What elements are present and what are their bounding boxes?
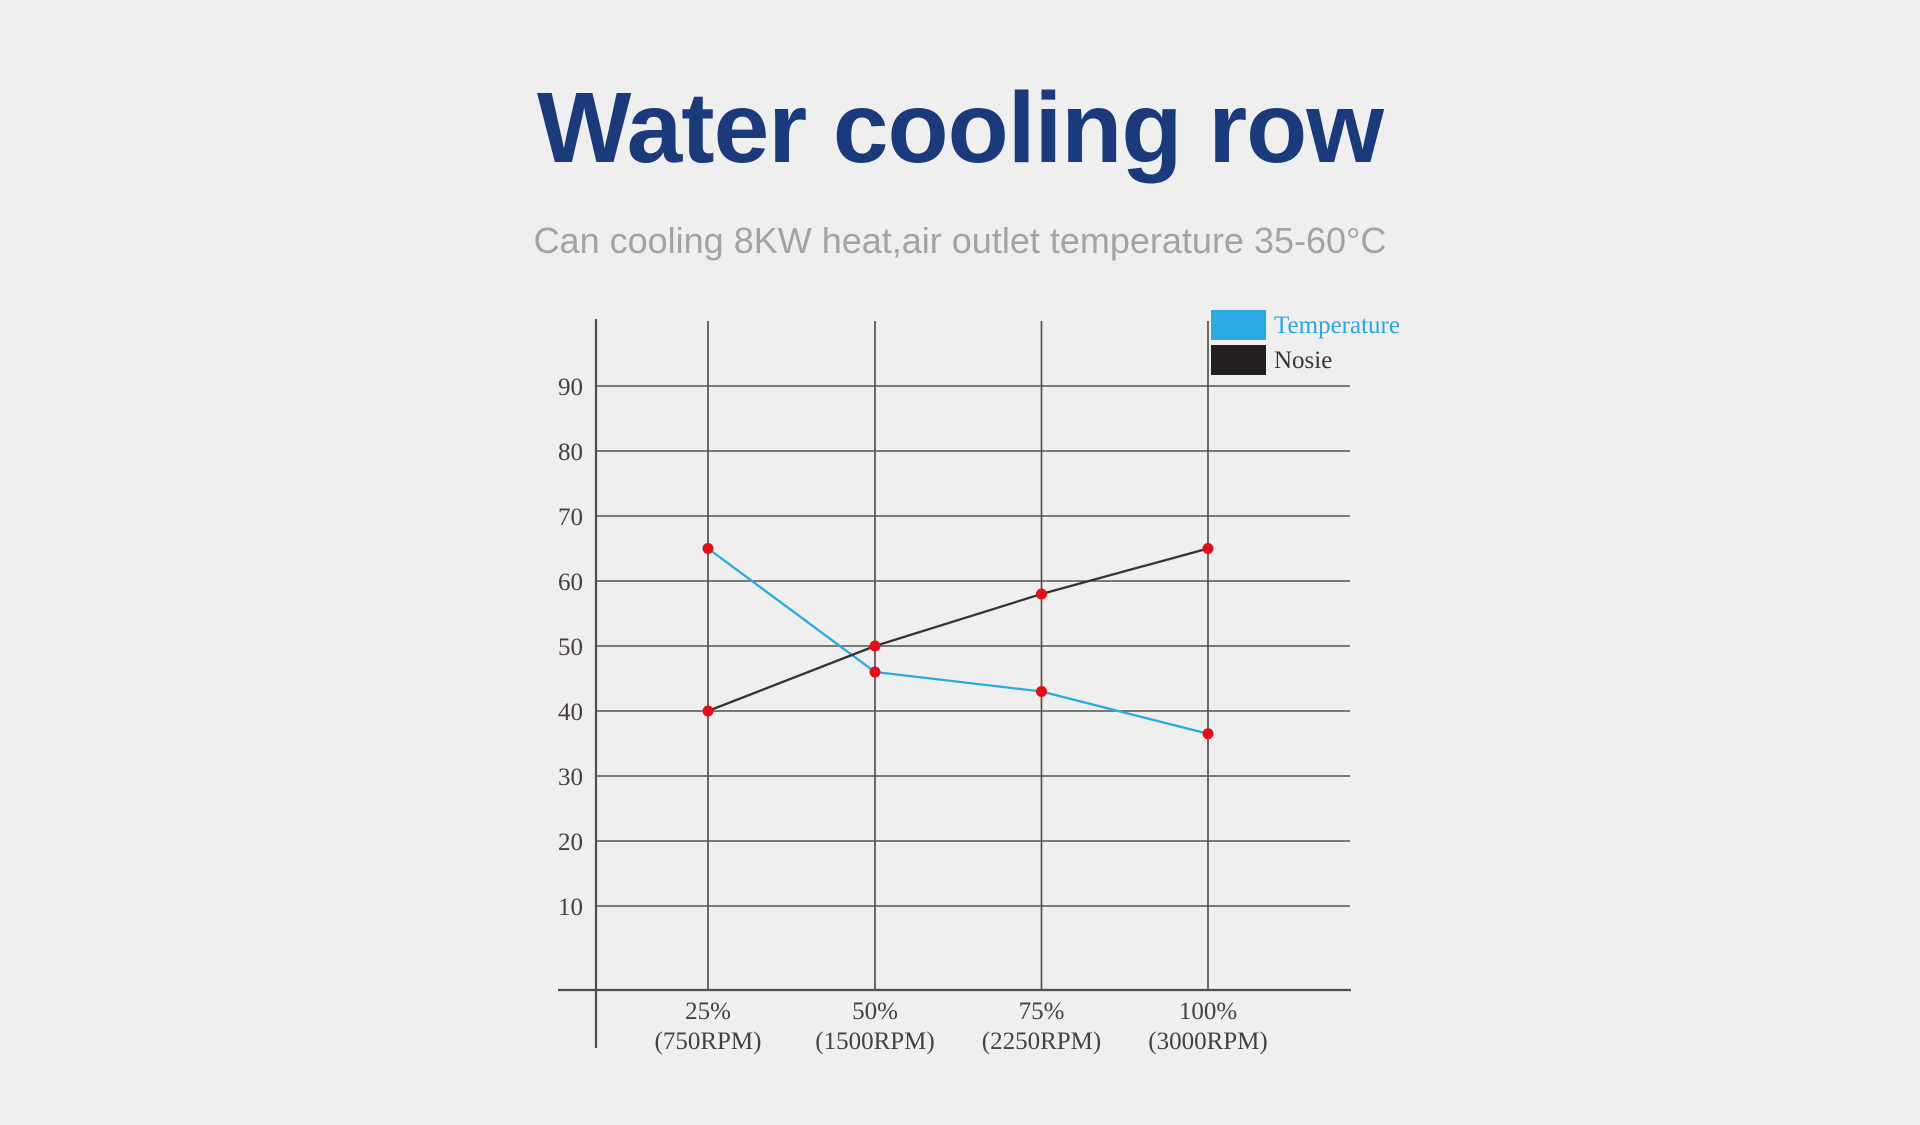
- x-tick-label: 75%: [1019, 998, 1065, 1025]
- x-tick-sublabel: (750RPM): [655, 1028, 762, 1055]
- series-line-nosie: [707, 547, 1209, 713]
- y-tick-label: 80: [558, 439, 583, 466]
- y-tick-label: 30: [558, 764, 583, 791]
- data-point-marker-nosie: [702, 705, 714, 717]
- y-tick-label: 40: [558, 699, 583, 726]
- x-tick-sublabel: (2250RPM): [982, 1028, 1101, 1055]
- y-tick-label: 60: [558, 569, 583, 596]
- data-point-marker-nosie: [1036, 588, 1047, 600]
- page-title: Water cooling row: [537, 72, 1384, 184]
- data-point-marker-temperature: [1202, 728, 1214, 740]
- x-tick-label: 50%: [852, 998, 898, 1025]
- y-tick-label: 20: [558, 829, 583, 856]
- legend-swatch-nosie: [1211, 345, 1266, 375]
- y-tick-label: 10: [558, 894, 583, 921]
- y-tick-label: 50: [558, 634, 583, 661]
- y-tick-label: 70: [558, 504, 583, 531]
- page-subtitle: Can cooling 8KW heat,air outlet temperat…: [533, 220, 1387, 261]
- series-line-temperature: [707, 547, 1209, 735]
- data-point-marker-temperature: [1036, 686, 1047, 697]
- data-point-marker-temperature: [869, 666, 881, 678]
- legend-swatch-temperature: [1211, 310, 1266, 340]
- legend-label-temperature: Temperature: [1274, 312, 1400, 339]
- data-point-marker-nosie: [1202, 543, 1214, 554]
- x-tick-label: 25%: [685, 998, 731, 1025]
- data-point-marker-temperature: [702, 543, 714, 554]
- data-point-marker-nosie: [869, 640, 881, 652]
- legend-label-nosie: Nosie: [1274, 347, 1332, 374]
- x-tick-label: 100%: [1179, 998, 1237, 1025]
- x-tick-sublabel: (1500RPM): [815, 1028, 934, 1055]
- x-tick-sublabel: (3000RPM): [1148, 1028, 1267, 1055]
- y-tick-label: 90: [558, 374, 583, 401]
